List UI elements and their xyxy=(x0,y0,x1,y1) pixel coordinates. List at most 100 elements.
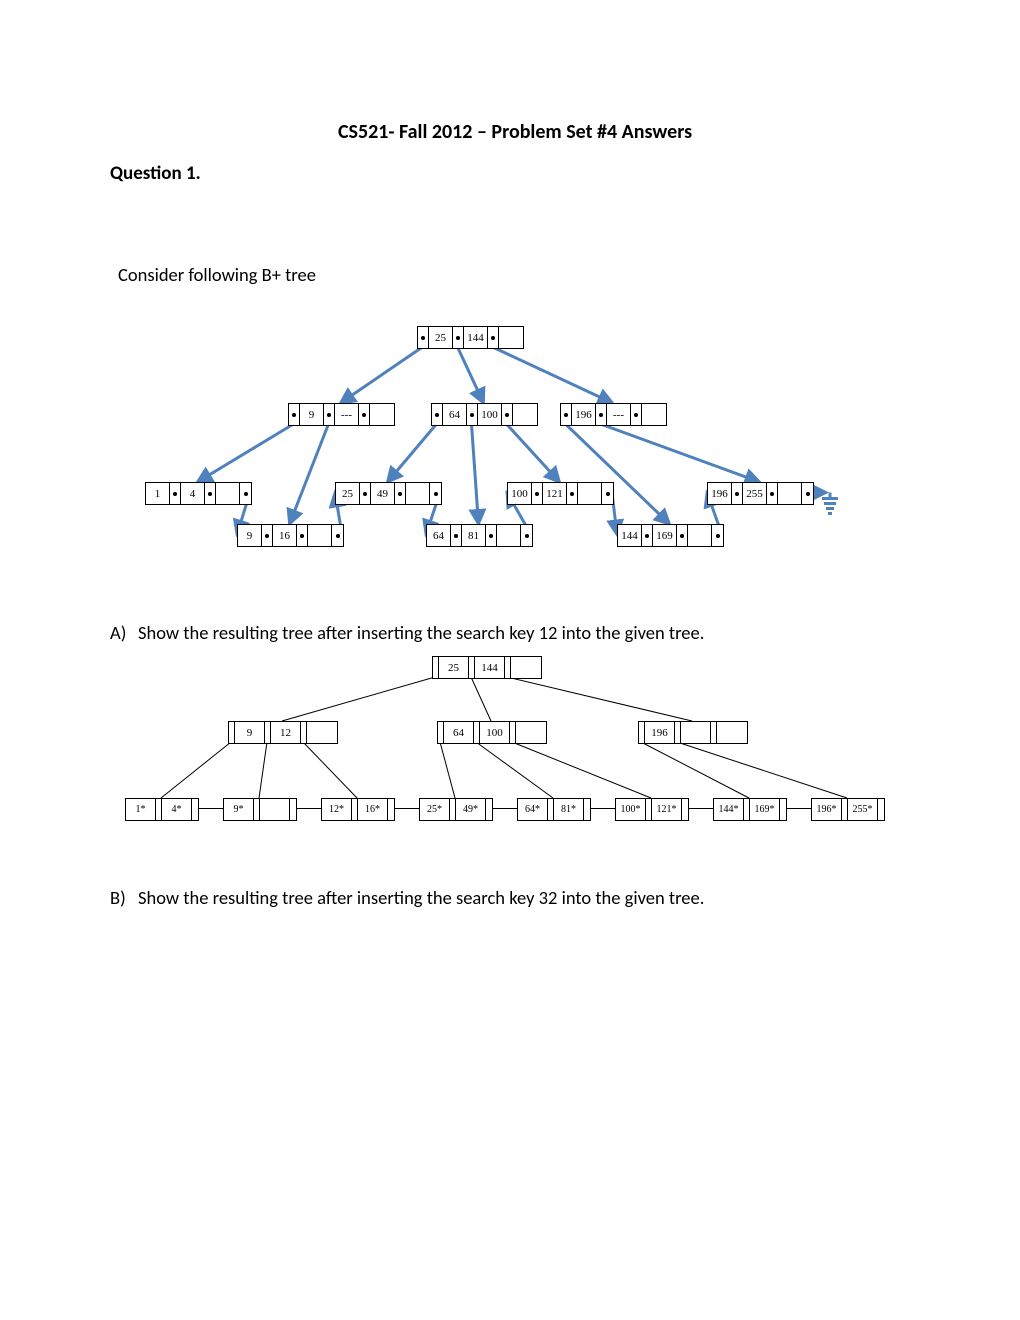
leaf-node: 1*4* xyxy=(125,798,199,821)
leaf-node: 64* 81* xyxy=(517,798,591,821)
key-cell: 16 xyxy=(273,525,297,546)
key-cell: 100 xyxy=(478,404,502,425)
ptr-cell xyxy=(780,799,786,820)
key-cell: 81 xyxy=(462,525,486,546)
key-cell xyxy=(307,722,337,743)
key-cell xyxy=(681,722,711,743)
key-cell: 255 xyxy=(743,483,767,504)
key-cell xyxy=(717,722,747,743)
internal-node: 912 xyxy=(228,721,338,744)
key-cell: 1* xyxy=(126,799,156,820)
ptr-cell xyxy=(677,525,688,546)
leaf-node: 100 121 xyxy=(507,482,614,505)
ptr-cell xyxy=(324,404,335,425)
key-cell: --- xyxy=(335,404,359,425)
key-cell: 49 xyxy=(371,483,395,504)
ptr-cell xyxy=(332,525,343,546)
key-cell: 144 xyxy=(475,657,505,678)
leaf-node: 100* 121* xyxy=(615,798,689,821)
page-title: CS521- Fall 2012 – Problem Set #4 Answer… xyxy=(110,120,920,144)
key-cell xyxy=(511,657,541,678)
ptr-cell xyxy=(502,404,513,425)
ptr-cell xyxy=(567,483,578,504)
key-cell xyxy=(216,483,240,504)
key-cell: 25 xyxy=(429,327,453,348)
leaf-node: 9* xyxy=(223,798,297,821)
internal-node: 196 xyxy=(638,721,748,744)
ptr-cell xyxy=(240,483,251,504)
ptr-cell xyxy=(802,483,813,504)
key-cell xyxy=(260,799,290,820)
key-cell: 9* xyxy=(224,799,254,820)
ptr-cell xyxy=(205,483,216,504)
btree-diagram-2: 25144912641001961*4*9*12*16*25*49*64*81*… xyxy=(110,656,930,836)
key-cell: 100 xyxy=(508,483,532,504)
ptr-cell xyxy=(712,525,723,546)
key-cell: 100 xyxy=(480,722,510,743)
key-cell: 64* xyxy=(518,799,548,820)
page-content: CS521- Fall 2012 – Problem Set #4 Answer… xyxy=(0,0,1020,981)
ptr-cell xyxy=(430,483,441,504)
ptr-cell xyxy=(631,404,642,425)
key-cell: 25 xyxy=(439,657,469,678)
key-cell: 4 xyxy=(181,483,205,504)
root-node: 25144 xyxy=(417,326,524,349)
key-cell: 100* xyxy=(616,799,646,820)
ptr-cell xyxy=(395,483,406,504)
ptr-cell xyxy=(290,799,296,820)
key-cell: 64 xyxy=(444,722,474,743)
key-cell: 1 xyxy=(146,483,170,504)
part-a-text: Show the resulting tree after inserting … xyxy=(138,621,704,644)
key-cell xyxy=(513,404,537,425)
internal-node: 64100 xyxy=(431,403,538,426)
key-cell: 9 xyxy=(235,722,265,743)
leaf-node: 64 81 xyxy=(426,524,533,547)
ptr-cell xyxy=(388,799,394,820)
leaf-node: 196 255 xyxy=(707,482,814,505)
part-b-letter: B) xyxy=(110,886,138,909)
key-cell xyxy=(406,483,430,504)
key-cell xyxy=(308,525,332,546)
ptr-cell xyxy=(561,404,572,425)
key-cell: 9 xyxy=(300,404,324,425)
leaf-node: 144*169* xyxy=(713,798,787,821)
intro-text: Consider following B+ tree xyxy=(118,263,920,286)
key-cell: 121* xyxy=(652,799,682,820)
ptr-cell xyxy=(192,799,198,820)
ptr-cell xyxy=(521,525,532,546)
key-cell: --- xyxy=(607,404,631,425)
ptr-cell xyxy=(488,327,499,348)
key-cell: 255* xyxy=(848,799,878,820)
ptr-cell xyxy=(467,404,478,425)
part-b: B)Show the resulting tree after insertin… xyxy=(110,886,920,909)
key-cell: 49* xyxy=(456,799,486,820)
ptr-cell xyxy=(767,483,778,504)
part-a: A)Show the resulting tree after insertin… xyxy=(110,621,920,644)
key-cell xyxy=(778,483,802,504)
btree-diagram-1: 251449---64100196---14916254964811001211… xyxy=(110,326,930,571)
ptr-cell xyxy=(360,483,371,504)
ptr-cell xyxy=(584,799,590,820)
key-cell: 81* xyxy=(554,799,584,820)
ptr-cell xyxy=(451,525,462,546)
ptr-cell xyxy=(486,525,497,546)
key-cell: 9 xyxy=(238,525,262,546)
leaf-node: 196*255* xyxy=(811,798,885,821)
ptr-cell xyxy=(453,327,464,348)
ptr-cell xyxy=(418,327,429,348)
key-cell: 196 xyxy=(708,483,732,504)
key-cell: 12* xyxy=(322,799,352,820)
key-cell: 169* xyxy=(750,799,780,820)
ptr-cell xyxy=(532,483,543,504)
internal-node: 64 100 xyxy=(437,721,547,744)
key-cell: 169 xyxy=(653,525,677,546)
ptr-cell xyxy=(596,404,607,425)
ptr-cell xyxy=(170,483,181,504)
internal-node: 196--- xyxy=(560,403,667,426)
key-cell: 121 xyxy=(543,483,567,504)
key-cell: 64 xyxy=(427,525,451,546)
leaf-node: 25*49* xyxy=(419,798,493,821)
ptr-cell xyxy=(732,483,743,504)
key-cell xyxy=(497,525,521,546)
leaf-node: 14 xyxy=(145,482,252,505)
